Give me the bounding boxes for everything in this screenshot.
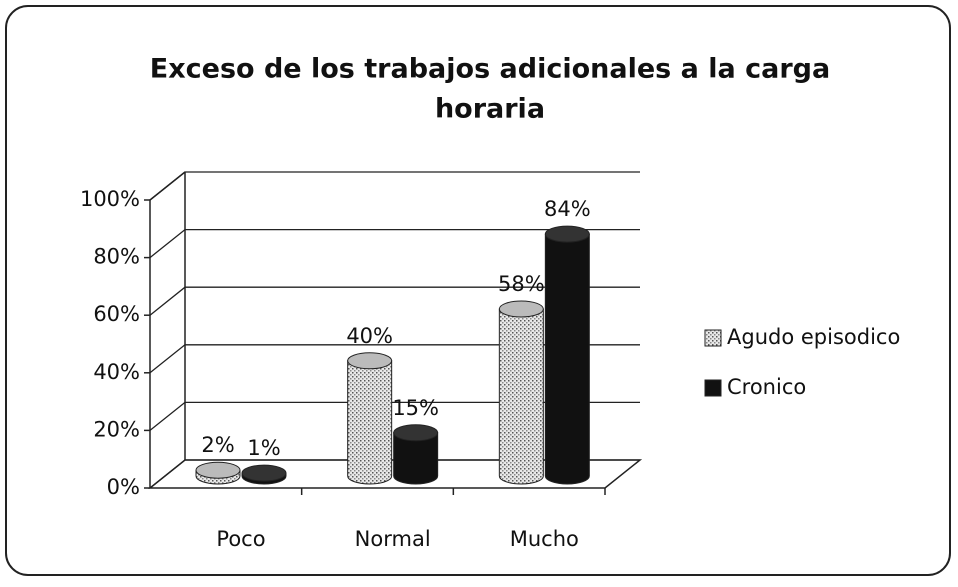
bar-body (347, 360, 393, 485)
bar (347, 352, 393, 485)
chart-title: Exceso de los trabajos adicionales a la … (150, 54, 830, 85)
grid-line (149, 401, 640, 431)
chart-frame (5, 5, 951, 576)
grid-line (149, 171, 640, 201)
data-label: 40% (346, 324, 393, 348)
bar (393, 424, 439, 485)
data-label: 2% (201, 433, 234, 457)
grid-line (149, 344, 640, 374)
grid-line (149, 459, 640, 489)
bar-top (498, 300, 544, 318)
bar-top (544, 225, 590, 243)
bar (241, 464, 287, 485)
x-tick-label: Normal (355, 527, 431, 551)
data-label: 15% (392, 396, 439, 420)
chart-title: horaria (435, 94, 545, 125)
grid-line (149, 286, 640, 316)
grid-line (149, 228, 640, 259)
bar-top (347, 352, 393, 370)
bar-body (393, 432, 439, 485)
bar-body (498, 308, 544, 485)
data-label: 58% (498, 272, 545, 296)
y-tick-label: 20% (93, 417, 140, 441)
legend-label: Cronico (727, 375, 806, 399)
legend-swatch (704, 329, 722, 347)
bar (195, 461, 241, 485)
legend-label: Agudo episodico (727, 325, 900, 349)
y-tick-label: 80% (93, 245, 140, 269)
data-label: 1% (247, 436, 280, 460)
y-tick-label: 60% (93, 302, 140, 326)
data-label: 84% (544, 197, 591, 221)
x-tick-label: Mucho (510, 527, 579, 551)
bar-top (393, 424, 439, 442)
y-tick-label: 100% (80, 187, 140, 211)
x-tick-label: Poco (216, 527, 265, 551)
legend-swatch (704, 379, 722, 397)
y-tick-label: 40% (93, 360, 140, 384)
bar-top (241, 464, 287, 482)
bar (544, 225, 590, 485)
bar-body (544, 233, 590, 485)
y-tick-label: 0% (107, 475, 140, 499)
bar-top (195, 461, 241, 479)
bar (498, 300, 544, 485)
